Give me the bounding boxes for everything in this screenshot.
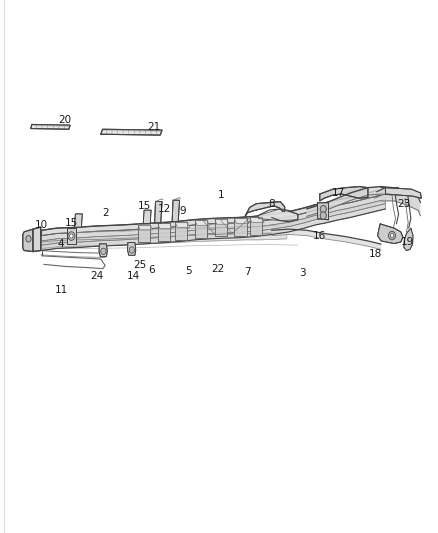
Polygon shape [250,217,264,223]
Polygon shape [74,214,82,227]
Polygon shape [215,219,227,237]
Polygon shape [318,203,328,220]
Polygon shape [155,201,162,223]
Polygon shape [234,218,249,223]
Text: 18: 18 [369,249,382,259]
Text: 22: 22 [212,264,225,273]
Polygon shape [33,227,41,252]
Polygon shape [258,209,298,221]
Polygon shape [404,228,413,251]
Polygon shape [102,130,162,132]
Polygon shape [234,218,247,236]
Circle shape [26,236,31,242]
Text: 4: 4 [57,239,64,248]
Polygon shape [32,125,70,127]
Circle shape [320,212,326,219]
Text: 3: 3 [299,268,306,278]
Polygon shape [245,201,285,216]
Polygon shape [175,222,187,240]
Text: 19: 19 [401,237,414,247]
Polygon shape [42,189,385,251]
Circle shape [70,234,73,238]
Text: 5: 5 [185,266,192,276]
Polygon shape [138,224,150,242]
Text: 10: 10 [35,221,48,230]
Text: 20: 20 [58,116,71,125]
Polygon shape [42,189,385,236]
Text: 15: 15 [65,218,78,228]
Polygon shape [158,223,172,229]
Polygon shape [320,187,368,201]
Polygon shape [307,187,392,216]
Text: 24: 24 [91,271,104,281]
Text: 8: 8 [268,199,275,208]
Polygon shape [195,220,207,238]
Polygon shape [250,217,262,235]
Text: 25: 25 [134,261,147,270]
Text: 9: 9 [180,206,187,216]
Circle shape [101,248,106,255]
Polygon shape [127,243,136,255]
Polygon shape [215,219,229,224]
Polygon shape [143,210,151,223]
Polygon shape [101,130,162,135]
Text: 7: 7 [244,267,251,277]
Circle shape [129,247,134,253]
Text: 17: 17 [332,189,345,198]
Polygon shape [175,222,190,228]
Polygon shape [67,228,76,244]
Polygon shape [272,229,381,249]
Text: 6: 6 [148,265,155,275]
Polygon shape [158,223,170,241]
Polygon shape [99,244,107,257]
Polygon shape [385,188,421,198]
Text: 12: 12 [158,204,171,214]
Text: 21: 21 [148,122,161,132]
Circle shape [68,232,75,240]
Polygon shape [42,199,385,245]
Circle shape [320,205,326,213]
Text: 2: 2 [102,208,109,218]
Text: 16: 16 [313,231,326,240]
Polygon shape [381,188,420,216]
Text: 15: 15 [138,201,151,211]
Polygon shape [31,125,70,129]
Polygon shape [195,220,209,225]
Polygon shape [23,229,33,252]
Polygon shape [172,200,180,222]
Circle shape [390,233,394,238]
Text: 14: 14 [127,271,140,281]
Polygon shape [138,224,152,230]
Circle shape [389,231,396,240]
Polygon shape [378,224,403,244]
Text: 11: 11 [55,286,68,295]
Polygon shape [42,232,287,248]
Text: 1: 1 [218,190,225,199]
Text: 23: 23 [397,199,410,208]
